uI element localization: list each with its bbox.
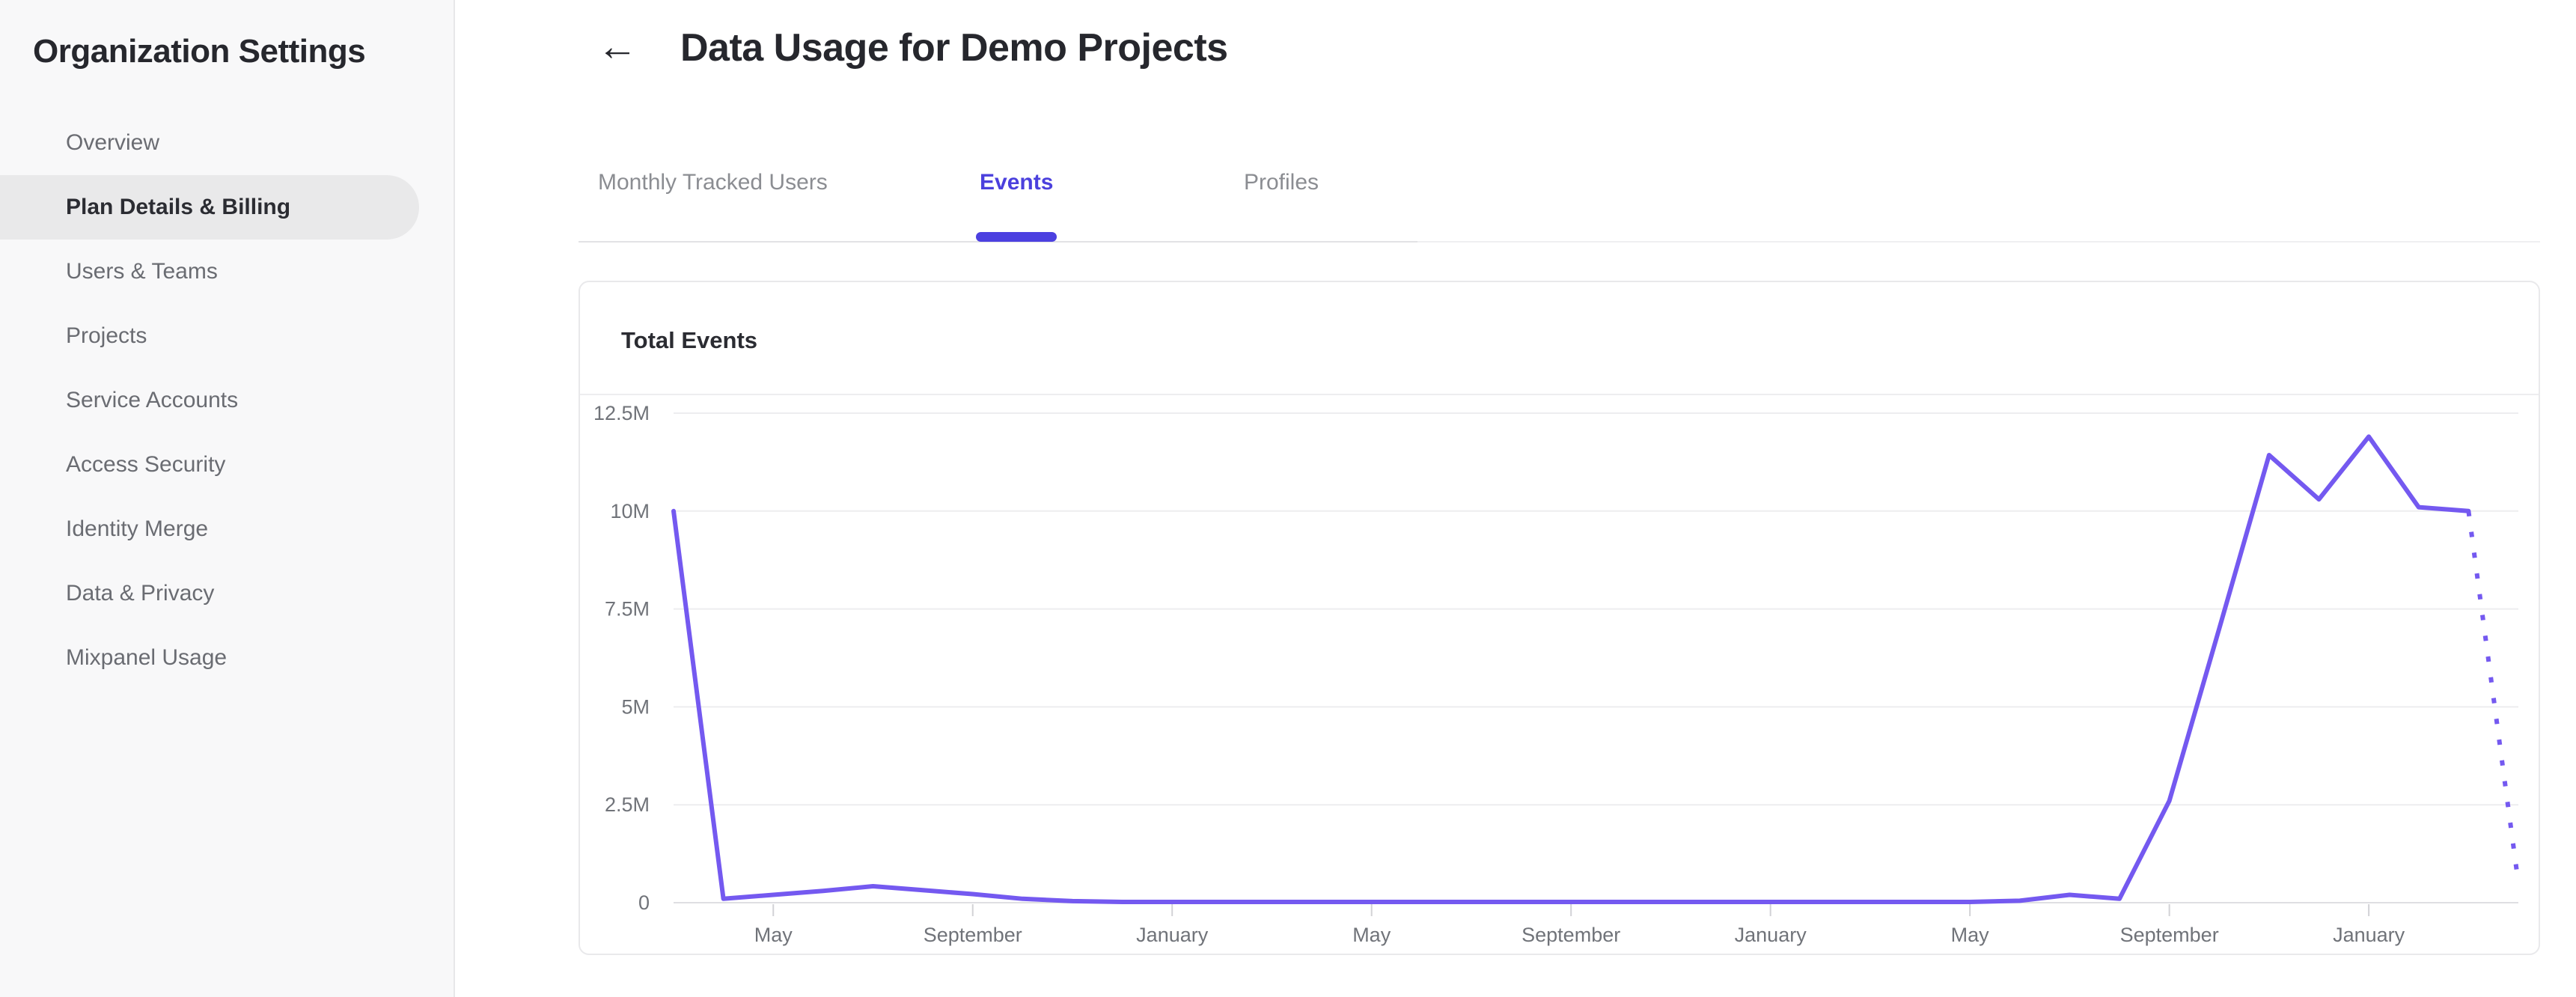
x-axis-label: January	[1136, 924, 1209, 946]
sidebar-item-overview[interactable]: Overview	[66, 130, 160, 155]
sidebar-item-access-security[interactable]: Access Security	[66, 452, 226, 477]
y-axis-label: 2.5M	[605, 793, 650, 816]
page-title: Data Usage for Demo Projects	[680, 26, 1228, 70]
y-axis-label: 12.5M	[593, 402, 650, 424]
active-tab-indicator	[976, 232, 1057, 242]
x-axis-label: January	[2333, 924, 2405, 946]
sidebar-item-plan-details-billing[interactable]: Plan Details & Billing	[0, 175, 419, 240]
events-line-chart: 12.5M 10M 7.5M 5M 2.5M 0 May September January Ma…	[593, 402, 2521, 946]
sidebar-item-projects[interactable]: Projects	[66, 323, 147, 348]
sidebar-title: Organization Settings	[33, 33, 366, 70]
tabbar-divider	[579, 241, 1417, 243]
sidebar-item-users-teams[interactable]: Users & Teams	[66, 259, 218, 284]
x-axis-label: January	[1735, 924, 1807, 946]
sidebar-item-service-accounts[interactable]: Service Accounts	[66, 388, 239, 412]
y-axis-label: 0	[638, 891, 650, 914]
sidebar-item-data-privacy[interactable]: Data & Privacy	[66, 581, 215, 606]
x-axis-label: September	[1522, 924, 1620, 946]
tab-profiles[interactable]: Profiles	[1244, 170, 1319, 195]
y-axis-label: 7.5M	[605, 598, 650, 621]
tabbar-divider-extension	[1417, 241, 2540, 243]
sidebar-item-mixpanel-usage[interactable]: Mixpanel Usage	[66, 645, 228, 670]
x-axis-label: May	[1352, 924, 1391, 946]
sidebar-nav: Overview Plan Details & Billing Users & Te…	[0, 111, 454, 690]
sidebar: Organization Settings Overview Plan Detai…	[0, 0, 455, 997]
events-series-line	[671, 434, 2471, 904]
projected-dotted-segment	[2466, 510, 2521, 884]
x-axis-label: September	[924, 924, 1022, 946]
y-axis-label: 10M	[610, 500, 650, 522]
tab-bar: Monthly Tracked Users Events Profiles	[579, 150, 2540, 243]
tab-monthly-tracked-users[interactable]: Monthly Tracked Users	[598, 170, 828, 195]
x-axis-label: September	[2120, 924, 2219, 946]
x-axis-label: May	[1951, 924, 1990, 946]
sidebar-item-identity-merge[interactable]: Identity Merge	[66, 516, 209, 541]
y-axis-label: 5M	[621, 695, 650, 718]
card-header: Total Events	[580, 282, 2539, 395]
total-events-card: Total Events 12.5M 10M 7.5M 5M 2.5M 0 May Septe…	[579, 281, 2540, 955]
tab-events[interactable]: Events	[980, 170, 1054, 195]
x-axis-label: May	[754, 924, 793, 946]
back-button[interactable]: ←	[593, 22, 641, 70]
back-arrow-icon: ←	[597, 24, 638, 69]
card-title: Total Events	[621, 327, 758, 353]
